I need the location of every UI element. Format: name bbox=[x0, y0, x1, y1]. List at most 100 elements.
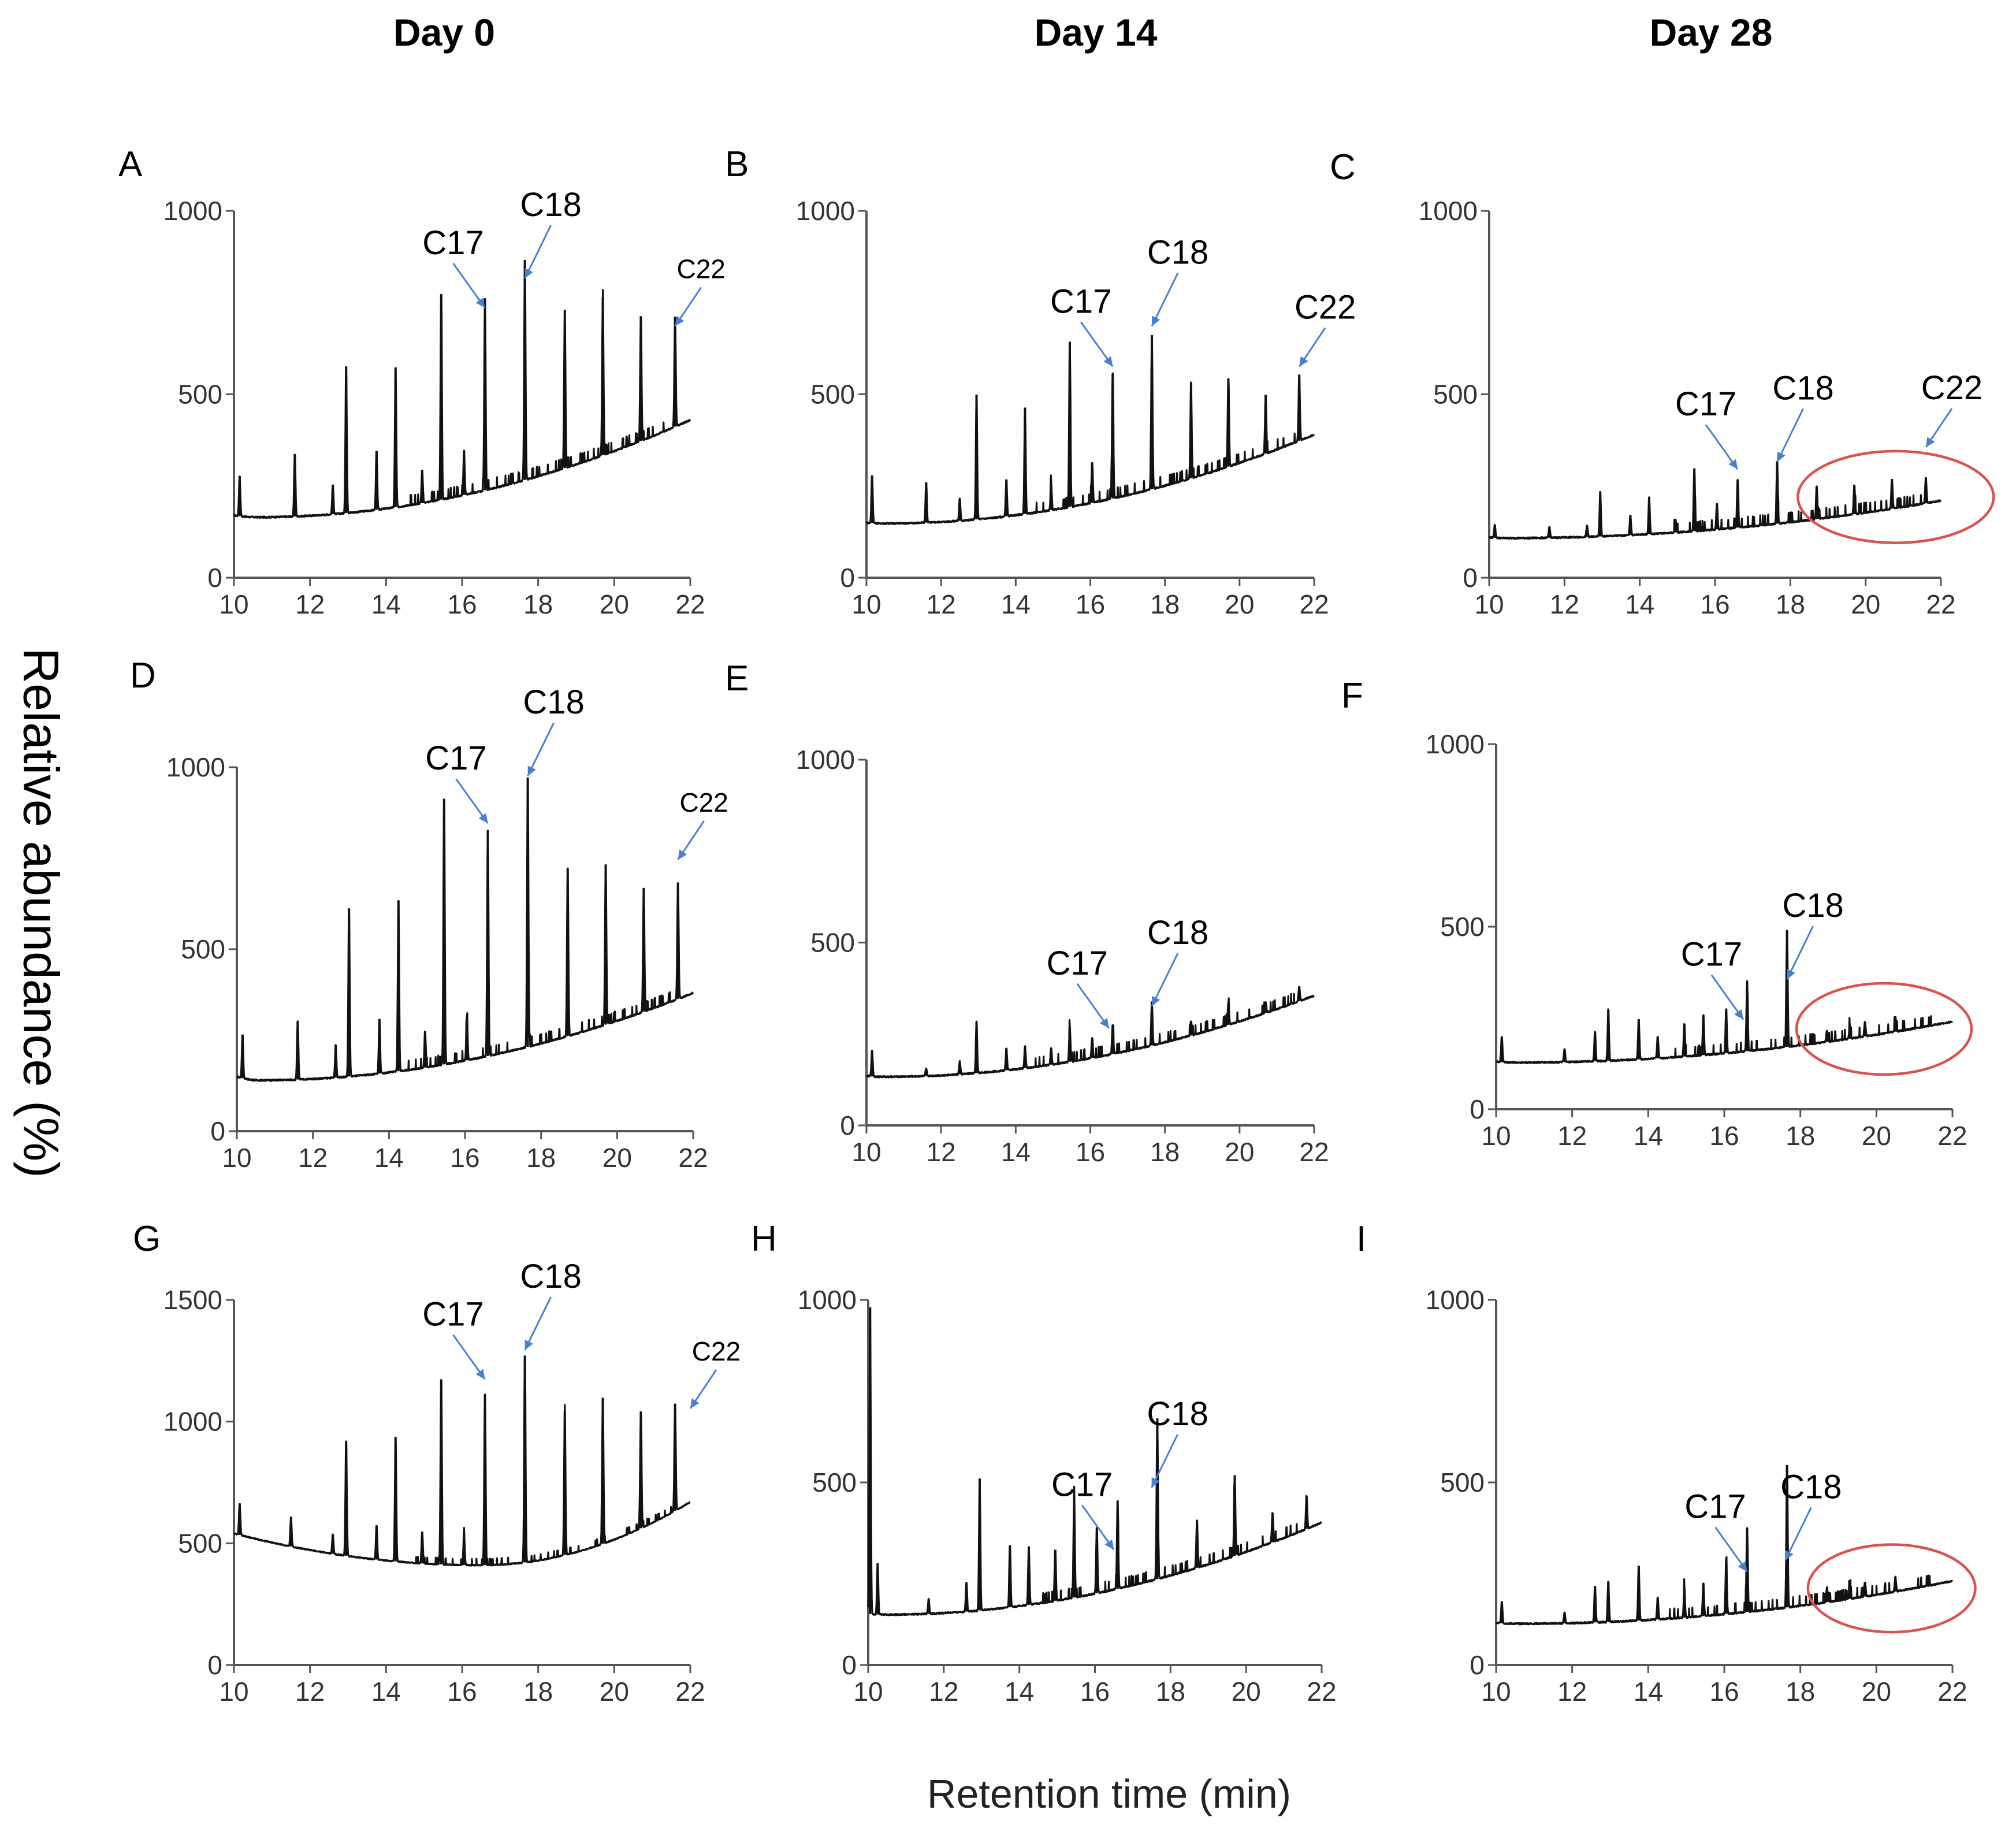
peak-annotation-c22: C22 bbox=[692, 1336, 741, 1366]
x-tick-label: 18 bbox=[1776, 589, 1805, 619]
x-tick-label: 10 bbox=[851, 1137, 881, 1167]
peak-annotation-c18: C18 bbox=[1772, 370, 1833, 407]
y-tick-label: 500 bbox=[810, 380, 855, 410]
x-tick-label: 14 bbox=[1634, 1677, 1663, 1707]
peak-annotation-c22: C22 bbox=[679, 787, 728, 817]
panel-b: B 0 500 1000 10 12 14 16 18 20 22 C17 C18 C22 bbox=[725, 144, 1356, 619]
chromatogram-trace bbox=[233, 265, 691, 519]
x-tick-label: 16 bbox=[1076, 589, 1105, 619]
annotation-arrowhead bbox=[690, 1398, 700, 1409]
panel-label: F bbox=[1341, 676, 1363, 716]
x-tick-label: 20 bbox=[602, 1143, 632, 1173]
chromatogram-trace bbox=[1495, 1467, 1954, 1626]
annotation-arrow bbox=[1151, 1434, 1178, 1488]
y-tick-label: 0 bbox=[210, 1116, 225, 1146]
x-tick-label: 12 bbox=[295, 589, 325, 619]
y-tick-label: 1000 bbox=[1426, 1285, 1485, 1315]
x-tick-label: 12 bbox=[927, 589, 956, 619]
x-tick-label: 18 bbox=[1786, 1677, 1815, 1707]
x-tick-label: 16 bbox=[1080, 1677, 1110, 1707]
x-tick-label: 22 bbox=[678, 1143, 708, 1173]
panel-e: E 0 500 1000 10 12 14 16 18 20 22 C17 C18 bbox=[725, 659, 1329, 1167]
panel-label: I bbox=[1356, 1219, 1366, 1259]
peak-annotation-c17: C17 bbox=[425, 739, 486, 777]
chromatogram-trace bbox=[865, 986, 1315, 1079]
annotation-arrowhead bbox=[1738, 1561, 1747, 1572]
annotation-arrowhead bbox=[675, 315, 685, 326]
panel-f: F 0 500 1000 10 12 14 16 18 20 22 C17 C18 bbox=[1341, 676, 1973, 1151]
peak-annotation-c18: C18 bbox=[520, 186, 581, 224]
y-tick-label: 1000 bbox=[798, 1285, 857, 1315]
annotation-arrowhead bbox=[475, 1369, 485, 1380]
annotation-arrowhead bbox=[1103, 356, 1113, 367]
y-tick-label: 0 bbox=[207, 563, 222, 593]
peak-annotation-c22: C22 bbox=[1921, 369, 1982, 407]
x-tick-label: 22 bbox=[675, 1677, 705, 1707]
x-tick-label: 22 bbox=[1937, 1121, 1967, 1151]
annotation-arrowhead bbox=[1728, 459, 1738, 470]
panel-g: G 0 500 1000 1500 10 12 14 16 18 20 22 C17 C18 C22 bbox=[133, 1219, 741, 1707]
annotation-arrow bbox=[1151, 953, 1179, 1007]
annotation-arrow bbox=[1784, 1507, 1812, 1562]
panel-label: C bbox=[1330, 147, 1356, 187]
y-tick-label: 500 bbox=[178, 380, 222, 410]
x-tick-label: 20 bbox=[600, 1677, 629, 1707]
annotation-arrowhead bbox=[1734, 1009, 1743, 1020]
panel-label: A bbox=[118, 144, 143, 184]
y-tick-label: 1000 bbox=[796, 745, 855, 775]
x-tick-label: 14 bbox=[1625, 589, 1654, 619]
x-tick-label: 18 bbox=[523, 1677, 553, 1707]
annotation-arrowhead bbox=[1152, 315, 1160, 326]
peak-annotation-c17: C17 bbox=[1051, 1466, 1113, 1503]
x-tick-label: 14 bbox=[1001, 1137, 1031, 1167]
x-tick-label: 16 bbox=[1076, 1137, 1105, 1167]
panel-label: E bbox=[725, 659, 749, 698]
annotation-arrowhead bbox=[1925, 437, 1935, 448]
x-tick-label: 22 bbox=[1307, 1677, 1336, 1707]
y-tick-label: 1000 bbox=[1419, 196, 1478, 226]
annotation-arrowhead bbox=[527, 765, 536, 776]
chromatogram-trace bbox=[236, 784, 694, 1082]
y-tick-label: 0 bbox=[1463, 563, 1478, 593]
peak-annotation-c18: C18 bbox=[1147, 234, 1208, 272]
peak-annotation-c18: C18 bbox=[1780, 1468, 1842, 1506]
x-tick-label: 22 bbox=[675, 589, 705, 619]
highlight-ellipse bbox=[1796, 449, 1995, 544]
peak-annotation-c17: C17 bbox=[422, 224, 483, 262]
peak-annotation-c17: C17 bbox=[1047, 945, 1108, 982]
x-tick-label: 10 bbox=[1481, 1677, 1511, 1707]
panel-a: A 0 500 1000 10 12 14 16 18 20 22 C17 C18 C22 bbox=[118, 144, 726, 619]
y-tick-label: 500 bbox=[1440, 912, 1485, 942]
x-tick-label: 20 bbox=[600, 589, 629, 619]
panel-label: B bbox=[725, 144, 749, 184]
x-tick-label: 22 bbox=[1937, 1677, 1967, 1707]
y-tick-label: 500 bbox=[1440, 1467, 1485, 1497]
panel-c: C 0 500 1000 10 12 14 16 18 20 22 C17 C18 C22 bbox=[1330, 147, 1995, 619]
x-tick-label: 20 bbox=[1851, 589, 1880, 619]
x-tick-label: 12 bbox=[927, 1137, 956, 1167]
x-tick-label: 14 bbox=[1001, 589, 1031, 619]
x-tick-label: 14 bbox=[374, 1143, 404, 1173]
x-tick-label: 10 bbox=[1481, 1121, 1511, 1151]
chromatogram-trace bbox=[865, 337, 1315, 525]
x-tick-label: 10 bbox=[219, 589, 248, 619]
peak-annotation-c17: C17 bbox=[422, 1295, 483, 1333]
x-tick-label: 10 bbox=[222, 1143, 251, 1173]
annotation-arrowhead bbox=[1777, 451, 1786, 462]
annotation-arrowhead bbox=[678, 849, 687, 860]
peak-annotation-c17: C17 bbox=[1675, 385, 1736, 423]
x-tick-label: 10 bbox=[851, 589, 881, 619]
annotation-arrowhead bbox=[1099, 1018, 1109, 1028]
x-tick-label: 22 bbox=[1299, 589, 1329, 619]
x-tick-label: 18 bbox=[1156, 1677, 1185, 1707]
annotation-arrowhead bbox=[1151, 1477, 1160, 1488]
x-tick-label: 12 bbox=[1557, 1677, 1587, 1707]
panel-i: I 0 500 1000 10 12 14 16 18 20 22 C17 C18 bbox=[1356, 1219, 1977, 1707]
x-tick-label: 10 bbox=[1474, 589, 1504, 619]
y-tick-label: 0 bbox=[207, 1650, 222, 1680]
annotation-arrowhead bbox=[525, 268, 533, 278]
chromatogram-trace bbox=[233, 1359, 691, 1567]
annotation-arrowhead bbox=[1152, 995, 1160, 1006]
annotation-arrow bbox=[524, 225, 552, 279]
peak-annotation-c17: C17 bbox=[1681, 936, 1742, 973]
